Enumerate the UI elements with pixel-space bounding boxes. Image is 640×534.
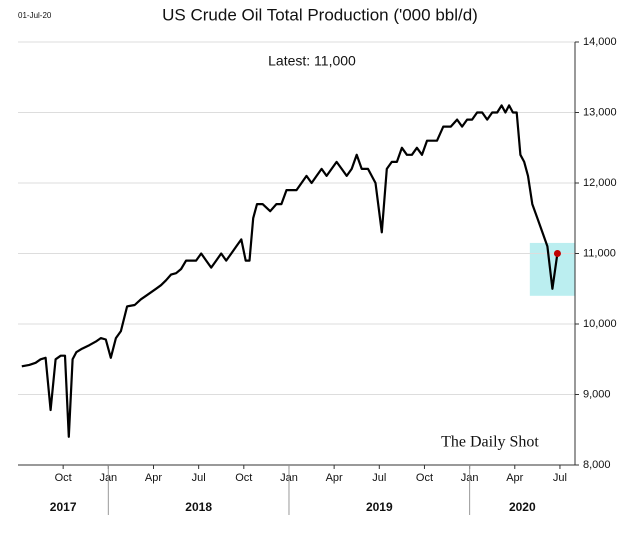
x-tick-label: Jul: [372, 472, 386, 484]
year-label: 2020: [509, 500, 536, 514]
x-tick-label: Apr: [506, 472, 523, 484]
y-tick-label: 14,000: [583, 36, 617, 48]
watermark: The Daily Shot: [441, 434, 539, 451]
y-tick-label: 10,000: [583, 318, 617, 330]
x-tick-label: Jul: [192, 472, 206, 484]
x-tick-label: Oct: [416, 472, 433, 484]
annotation: Latest: 11,000: [268, 53, 356, 69]
year-label: 2019: [366, 500, 393, 514]
year-label: 2017: [50, 500, 77, 514]
x-tick-label: Oct: [235, 472, 252, 484]
line-series: [21, 104, 559, 438]
x-tick-label: Apr: [326, 472, 343, 484]
date-label: 01-Jul-20: [18, 11, 52, 20]
x-tick-label: Oct: [55, 472, 72, 484]
y-tick-label: 9,000: [583, 388, 611, 400]
y-tick-label: 13,000: [583, 106, 617, 118]
y-tick-label: 11,000: [583, 247, 616, 259]
x-tick-label: Apr: [145, 472, 162, 484]
x-tick-label: Jul: [553, 472, 567, 484]
latest-marker: [553, 250, 561, 257]
year-label: 2018: [185, 500, 212, 514]
chart-title: US Crude Oil Total Production ('000 bbl/…: [162, 5, 478, 24]
y-tick-label: 8,000: [583, 459, 611, 471]
y-tick-label: 12,000: [583, 177, 617, 189]
